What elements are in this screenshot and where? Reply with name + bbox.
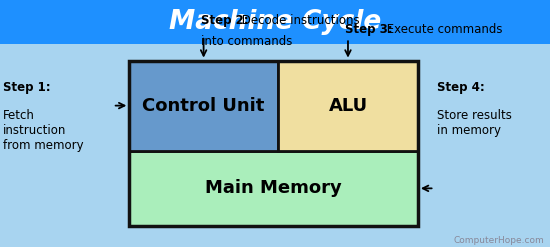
FancyBboxPatch shape: [129, 61, 278, 151]
FancyBboxPatch shape: [129, 151, 418, 226]
Text: ALU: ALU: [328, 97, 367, 115]
Text: Step 2:: Step 2:: [201, 15, 249, 27]
Text: Step 3:: Step 3:: [345, 23, 393, 36]
Text: Execute commands: Execute commands: [383, 23, 502, 36]
FancyBboxPatch shape: [0, 0, 550, 44]
Text: Step 4:: Step 4:: [437, 81, 485, 94]
Text: Store results
in memory: Store results in memory: [437, 109, 512, 137]
FancyBboxPatch shape: [278, 61, 418, 151]
Text: Main Memory: Main Memory: [205, 179, 342, 197]
Text: into commands: into commands: [201, 36, 292, 48]
Text: Fetch
instruction
from memory: Fetch instruction from memory: [3, 109, 84, 152]
Text: Decode instructions: Decode instructions: [238, 15, 360, 27]
Text: Machine Cycle: Machine Cycle: [169, 9, 381, 35]
Text: Step 1:: Step 1:: [3, 81, 51, 94]
Text: ComputerHope.com: ComputerHope.com: [454, 236, 544, 245]
Text: Control Unit: Control Unit: [142, 97, 265, 115]
